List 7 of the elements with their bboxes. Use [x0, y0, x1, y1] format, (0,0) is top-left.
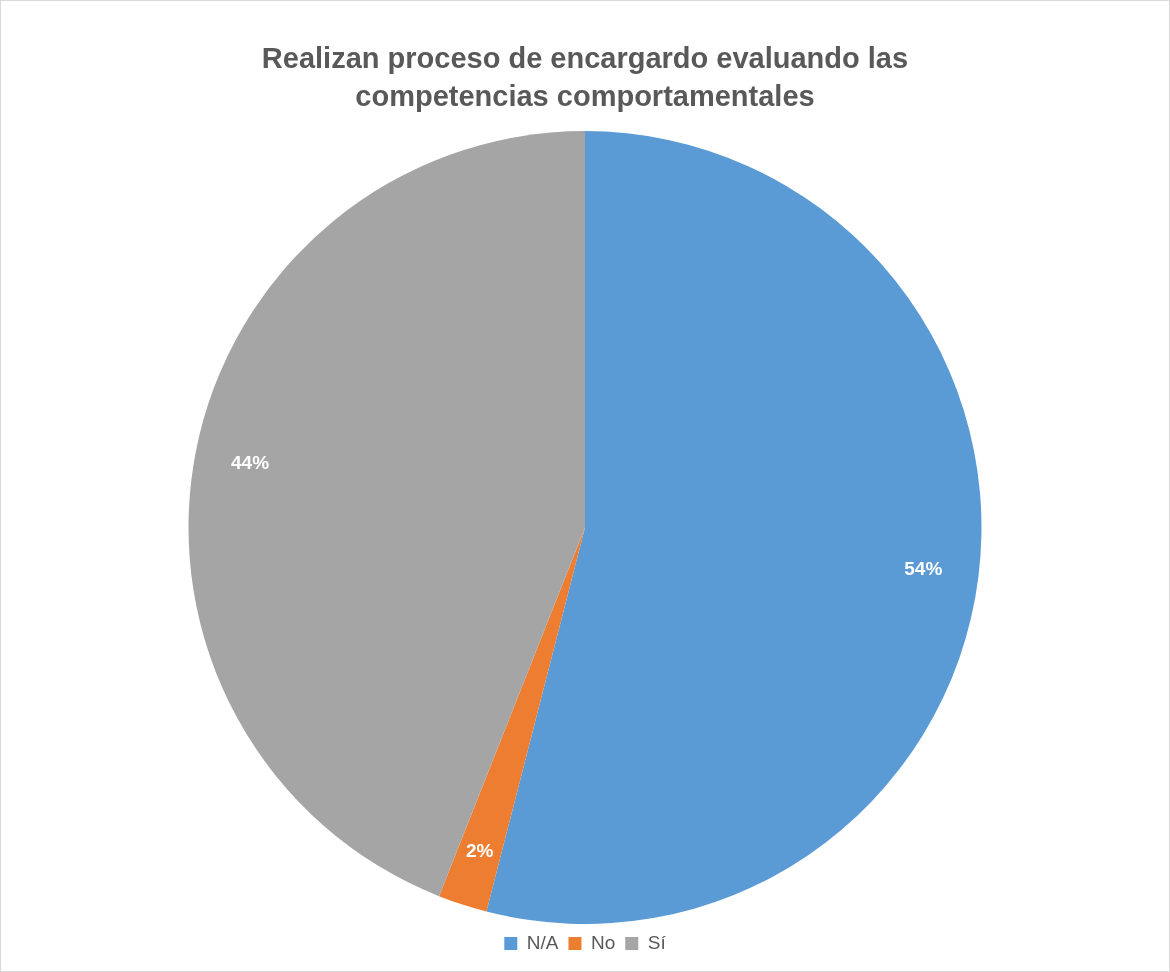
data-label: 54% — [904, 558, 943, 580]
data-label: 2% — [465, 840, 494, 862]
legend-label: Sí — [647, 931, 667, 953]
chart-title: Realizan proceso de encargardo evaluando las competencias comportamentales — [260, 41, 910, 114]
legend-label: N/A — [526, 931, 559, 953]
legend-label: No — [590, 931, 616, 953]
data-label: 44% — [231, 451, 270, 473]
